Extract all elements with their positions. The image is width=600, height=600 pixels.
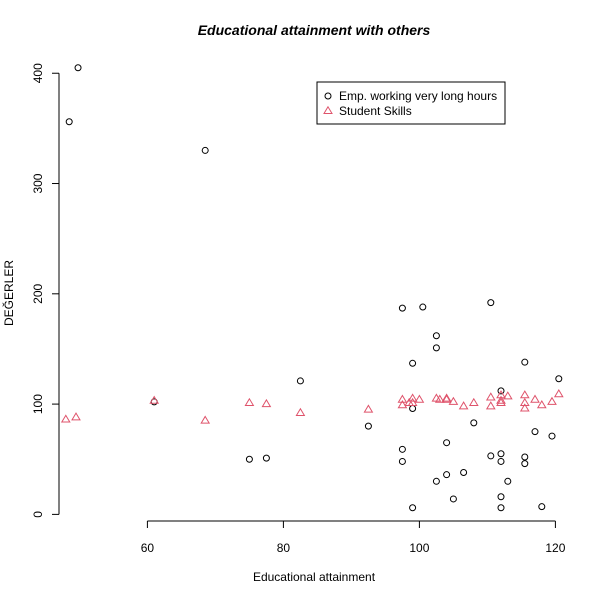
x-tick-label: 120 [545, 541, 565, 555]
data-point-circle [521, 358, 529, 366]
y-tick-label: 0 [31, 511, 45, 518]
data-point-triangle [149, 395, 160, 404]
data-point-triangle [200, 415, 211, 424]
data-point-triangle [553, 388, 564, 398]
data-point-circle [497, 450, 505, 458]
x-tick-label: 60 [141, 541, 155, 555]
data-point-triangle [60, 414, 71, 423]
data-point-circle [296, 377, 304, 385]
data-point-triangle [485, 401, 496, 410]
data-point-triangle [397, 394, 408, 403]
data-point-triangle [244, 397, 255, 407]
data-point-circle [262, 454, 270, 462]
data-point-triangle [458, 401, 469, 410]
legend-label: Emp. working very long hours [339, 89, 497, 103]
y-axis-label: DEĞERLER [1, 260, 16, 326]
data-point-circle [460, 468, 468, 476]
data-point-circle [364, 422, 372, 430]
series-student-skills [60, 388, 564, 424]
data-point-triangle [363, 404, 374, 413]
data-point-triangle [519, 397, 530, 407]
y-tick-label: 300 [31, 173, 45, 193]
data-point-triangle [536, 400, 547, 409]
legend-box [316, 81, 506, 125]
data-point-triangle [407, 393, 418, 402]
data-point-circle [398, 457, 406, 465]
data-point-triangle [441, 393, 452, 402]
legend-marker [324, 92, 332, 100]
x-axis-label: Educational attainment [253, 570, 376, 584]
chart-title: Educational attainment with others [198, 22, 431, 38]
data-point-circle [398, 304, 406, 312]
data-point-circle [497, 493, 505, 501]
data-point-circle [432, 477, 440, 485]
data-point-triangle [496, 390, 506, 399]
legend-marker [323, 105, 333, 115]
data-point-triangle [71, 412, 81, 421]
data-point-circle [555, 375, 563, 383]
y-tick-label: 200 [31, 283, 45, 303]
data-point-circle [398, 445, 406, 453]
data-point-circle [409, 504, 417, 512]
y-axis: 0 100 200 300 400 [31, 63, 60, 518]
data-point-triangle [441, 394, 452, 403]
data-point-circle [521, 460, 529, 468]
y-tick-label: 400 [31, 63, 45, 83]
data-point-triangle [431, 393, 442, 402]
data-point-circle [531, 428, 539, 436]
y-tick-label: 100 [31, 394, 45, 414]
x-tick-label: 100 [409, 541, 429, 555]
data-point-circle [432, 332, 440, 340]
data-point-circle [538, 503, 546, 511]
data-point-circle [497, 504, 505, 512]
data-point-triangle [547, 396, 557, 405]
data-point-triangle [414, 394, 425, 403]
data-point-triangle [519, 390, 530, 399]
data-point-triangle [397, 400, 408, 409]
data-point-circle [521, 453, 529, 461]
data-point-circle [497, 457, 505, 465]
data-point-triangle [496, 395, 506, 404]
data-point-circle [419, 303, 427, 311]
data-point-triangle [530, 394, 540, 403]
data-points [60, 64, 564, 512]
data-point-circle [470, 419, 478, 427]
data-point-circle [74, 64, 82, 72]
x-tick-label: 80 [277, 541, 291, 555]
data-point-circle [409, 405, 417, 413]
x-axis: 60 80 100 120 [141, 520, 566, 555]
data-point-triangle [496, 397, 506, 407]
data-point-triangle [407, 397, 418, 407]
data-point-circle [487, 299, 495, 307]
data-point-triangle [261, 398, 272, 408]
data-point-circle [201, 146, 209, 154]
data-point-circle [409, 359, 417, 367]
data-point-triangle [468, 397, 479, 407]
data-point-triangle [502, 391, 513, 400]
data-point-triangle [448, 396, 459, 405]
data-point-triangle [485, 392, 496, 401]
data-point-circle [432, 344, 440, 352]
data-point-circle [497, 387, 505, 395]
data-point-triangle [434, 394, 445, 403]
data-point-circle [443, 471, 451, 479]
data-point-circle [449, 495, 457, 503]
legend-label: Student Skills [339, 104, 412, 118]
data-point-triangle [519, 403, 530, 412]
data-point-circle [245, 455, 253, 463]
data-point-circle [487, 452, 495, 460]
data-point-triangle [295, 407, 306, 416]
data-point-circle [504, 477, 512, 485]
data-point-circle [443, 439, 451, 447]
data-point-circle [548, 432, 556, 440]
series-emp-working-long-hours [65, 64, 563, 512]
data-point-circle [65, 118, 73, 126]
